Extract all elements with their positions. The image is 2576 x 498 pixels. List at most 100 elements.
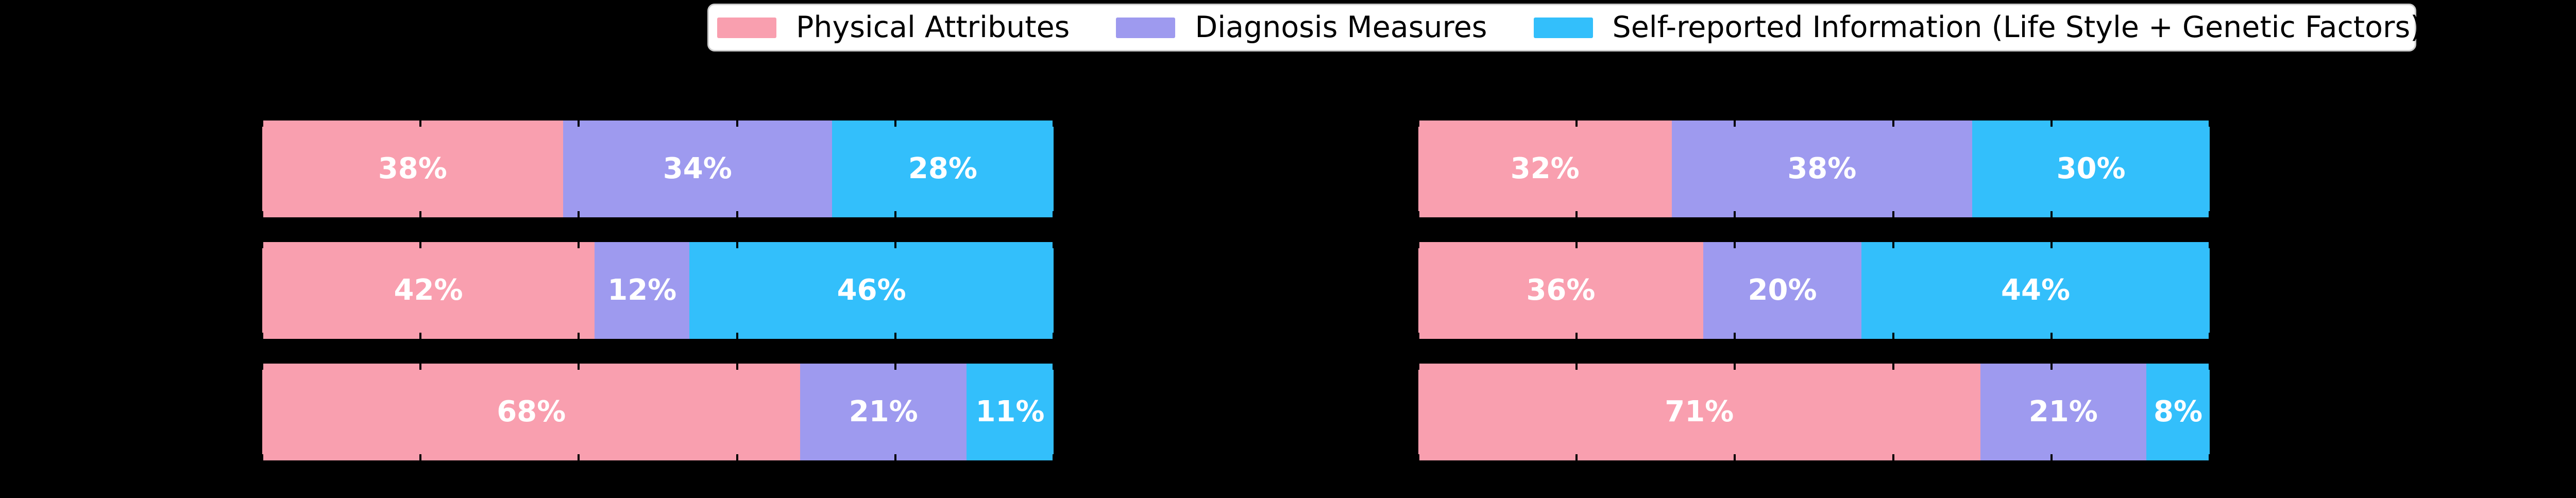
stacked-bar-segments: 42% 12% 46% xyxy=(262,242,1054,339)
x-axis-tick xyxy=(2209,121,2211,127)
bar-segment-value-label: 21% xyxy=(2028,395,2098,428)
bar-segment-diagnosis-measures: 34% xyxy=(563,121,832,217)
x-axis-tick xyxy=(2209,211,2211,217)
bar-segment-diagnosis-measures: 20% xyxy=(1703,242,1862,339)
bar-segment-diagnosis-measures: 21% xyxy=(800,364,967,460)
x-axis-tick xyxy=(894,454,896,460)
x-axis-tick xyxy=(736,211,738,217)
x-axis-tick xyxy=(1417,364,1419,370)
legend-item-physical-attributes: Physical Attributes xyxy=(717,13,1070,42)
x-axis-tick xyxy=(1734,121,1736,127)
x-axis-tick xyxy=(1892,242,1894,248)
bar-segment-value-label: 11% xyxy=(975,395,1045,428)
legend-item-diagnosis-measures: Diagnosis Measures xyxy=(1116,13,1487,42)
x-axis-tick xyxy=(1734,364,1736,370)
bar-segment-physical-attributes: 32% xyxy=(1418,121,1672,217)
x-axis-tick xyxy=(1892,121,1894,127)
x-axis-tick xyxy=(261,242,263,248)
x-axis-tick xyxy=(894,333,896,339)
x-axis-tick xyxy=(1053,454,1055,460)
x-axis-tick xyxy=(1053,121,1055,127)
legend-label-diagnosis-measures: Diagnosis Measures xyxy=(1195,10,1487,44)
x-axis-tick xyxy=(261,121,263,127)
stacked-bar: 42% 12% 46% xyxy=(261,242,1055,339)
x-axis-tick xyxy=(1053,333,1055,339)
bar-segment-physical-attributes: 36% xyxy=(1418,242,1703,339)
stacked-bar: 32% 38% 30% xyxy=(1417,121,2211,217)
legend-label-self-reported-information: Self-reported Information (Life Style + … xyxy=(1612,10,2422,44)
x-axis-tick xyxy=(419,333,422,339)
bar-segment-physical-attributes: 42% xyxy=(262,242,595,339)
x-axis-tick xyxy=(1892,454,1894,460)
bar-segment-value-label: 20% xyxy=(1748,273,1817,307)
x-axis-tick xyxy=(261,211,263,217)
x-axis-tick xyxy=(736,333,738,339)
panel-2: 32% 38% 30% 36% 20% 44% 71% 21% 8% xyxy=(1417,0,2211,498)
x-axis-tick xyxy=(1575,364,1578,370)
x-axis-tick xyxy=(2050,333,2053,339)
x-axis-tick xyxy=(1575,333,1578,339)
x-axis-tick xyxy=(1892,333,1894,339)
x-axis-tick xyxy=(1575,242,1578,248)
x-axis-tick xyxy=(1417,211,1419,217)
x-axis-tick xyxy=(894,211,896,217)
x-axis-tick xyxy=(1575,454,1578,460)
bar-segment-value-label: 28% xyxy=(908,152,977,185)
x-axis-tick xyxy=(2050,364,2053,370)
legend-swatch-diagnosis-measures-icon xyxy=(1116,17,1176,38)
legend: Physical Attributes Diagnosis Measures S… xyxy=(707,4,2421,51)
x-axis-tick xyxy=(1417,242,1419,248)
x-axis-tick xyxy=(1734,454,1736,460)
stacked-bar-segments: 32% 38% 30% xyxy=(1418,121,2210,217)
x-axis-tick xyxy=(578,333,580,339)
bar-segment-value-label: 21% xyxy=(849,395,918,428)
x-axis-tick xyxy=(2209,454,2211,460)
bar-segment-diagnosis-measures: 21% xyxy=(1980,364,2147,460)
bar-segment-value-label: 38% xyxy=(1787,152,1857,185)
x-axis-tick xyxy=(1053,211,1055,217)
x-axis-tick xyxy=(1575,121,1578,127)
panel-1: 38% 34% 28% 42% 12% 46% 68% 21% 11% xyxy=(261,0,1055,498)
x-axis-tick xyxy=(1417,333,1419,339)
legend-item-self-reported-information: Self-reported Information (Life Style + … xyxy=(1533,10,2422,44)
x-axis-tick xyxy=(419,454,422,460)
x-axis-tick xyxy=(2050,242,2053,248)
x-axis-tick xyxy=(2209,364,2211,370)
x-axis-tick xyxy=(1734,211,1736,217)
bar-segment-value-label: 68% xyxy=(497,395,566,428)
bar-segment-physical-attributes: 71% xyxy=(1418,364,1980,460)
bar-segment-value-label: 30% xyxy=(2056,152,2126,185)
x-axis-tick xyxy=(2050,211,2053,217)
bar-segment-self-reported-information-life-style-genetic-factors: 11% xyxy=(967,364,1054,460)
stacked-bar-segments: 71% 21% 8% xyxy=(1418,364,2210,460)
bar-segment-value-label: 32% xyxy=(1510,152,1580,185)
x-axis-tick xyxy=(1892,211,1894,217)
bar-segment-value-label: 38% xyxy=(378,152,447,185)
bar-segment-self-reported-information-life-style-genetic-factors: 44% xyxy=(1861,242,2210,339)
stacked-bar-segments: 38% 34% 28% xyxy=(262,121,1054,217)
bar-segment-value-label: 34% xyxy=(663,152,732,185)
x-axis-tick xyxy=(1053,242,1055,248)
x-axis-tick xyxy=(419,364,422,370)
x-axis-tick xyxy=(261,454,263,460)
x-axis-tick xyxy=(419,121,422,127)
x-axis-tick xyxy=(578,211,580,217)
x-axis-tick xyxy=(1734,242,1736,248)
bar-segment-physical-attributes: 38% xyxy=(262,121,563,217)
bar-segment-value-label: 42% xyxy=(394,273,463,307)
legend-swatch-physical-attributes-icon xyxy=(717,17,776,38)
x-axis-tick xyxy=(578,364,580,370)
bar-segment-diagnosis-measures: 38% xyxy=(1671,121,1973,217)
x-axis-tick xyxy=(1417,454,1419,460)
x-axis-tick xyxy=(2209,333,2211,339)
x-axis-tick xyxy=(419,211,422,217)
x-axis-tick xyxy=(894,364,896,370)
x-axis-tick xyxy=(578,121,580,127)
bar-segment-physical-attributes: 68% xyxy=(262,364,801,460)
x-axis-tick xyxy=(578,454,580,460)
bar-segment-value-label: 36% xyxy=(1526,273,1596,307)
stacked-bar-segments: 68% 21% 11% xyxy=(262,364,1054,460)
x-axis-tick xyxy=(1417,121,1419,127)
x-axis-tick xyxy=(736,121,738,127)
